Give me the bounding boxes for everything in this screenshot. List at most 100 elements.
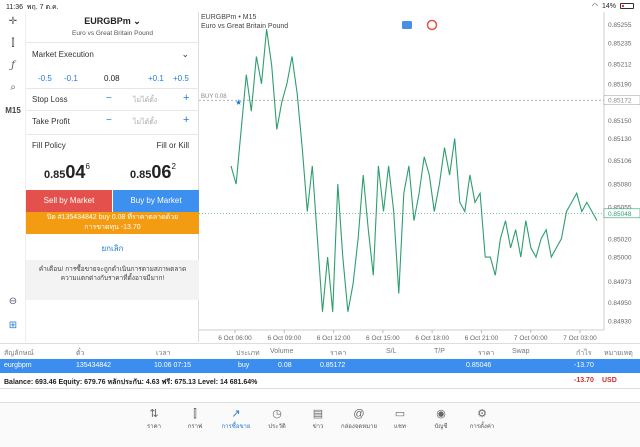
volume-minus-01-button[interactable]: -0.1 — [64, 74, 78, 83]
x-tick-label: 6 Oct 12:00 — [317, 335, 351, 342]
price-series-line — [230, 29, 598, 312]
trade-icon: ↗ — [231, 408, 241, 420]
crosshair-icon[interactable]: ✛ — [8, 16, 18, 27]
warning-line1: คำเตือน! การซื้อขายจะถูกดำเนินการตามสภาพ… — [38, 266, 187, 273]
function-icon[interactable]: ƒ — [11, 60, 15, 71]
battery-percent: 14% — [601, 2, 616, 10]
price-chart[interactable]: 0.85255 0.85235 0.85212 0.85190 0.85150 0.851… — [199, 12, 640, 342]
tab-label: กล่องจดหมาย — [340, 424, 378, 430]
volume-minus-05-button[interactable]: -0.5 — [38, 74, 52, 83]
tab-label: ข่าว — [312, 424, 324, 430]
table-header-cell[interactable]: ราคา — [330, 350, 347, 357]
order-type-select[interactable]: Market Execution ⌄ — [26, 42, 199, 66]
balance-currency: USD — [602, 377, 617, 384]
ask-price: 0.85062 — [130, 162, 176, 182]
table-header-cell[interactable]: เวลา — [156, 350, 171, 357]
y-tick-label: 0.85255 — [608, 22, 632, 29]
row-price: 0.85172 — [320, 362, 346, 369]
y-tick-label: 0.84930 — [608, 318, 632, 325]
news-icon: ▤ — [312, 408, 324, 420]
stop-loss-input[interactable]: ไม่ได้ตั้ง — [133, 97, 158, 104]
balance-text: Balance: 693.46 Equity: 679.76 หลักประกั… — [4, 379, 258, 386]
tab-label: ประวัติ — [268, 424, 286, 430]
table-header-cell[interactable]: หมายเหตุ — [604, 350, 633, 357]
table-header-cell[interactable]: T/P — [434, 348, 445, 355]
tab-trade[interactable]: ↗ การซื้อขาย — [216, 407, 256, 431]
order-panel: EURGBPm ⌄ Euro vs Great Britain Pound Ma… — [26, 12, 199, 342]
table-header-cell[interactable]: S/L — [386, 348, 397, 355]
timeframe-button[interactable]: M15 — [5, 106, 21, 115]
tab-chat[interactable]: ▭ แชท — [380, 407, 420, 431]
y-tick-label: 0.84973 — [608, 279, 632, 286]
quotes-icon: ⇅ — [149, 408, 159, 420]
tab-label: บัญชี — [434, 424, 448, 430]
row-type: buy — [238, 362, 250, 369]
table-row[interactable]: eurgbpm 135434842 10.06 07:15 buy 0.08 0… — [0, 359, 640, 373]
table-header-cell[interactable]: กำไร — [576, 350, 592, 357]
zoom-icon[interactable]: ⊖ — [8, 296, 18, 307]
row-symbol: eurgbpm — [4, 362, 32, 369]
bid-price: 0.85046 — [44, 162, 90, 182]
take-profit-minus-button[interactable]: − — [106, 115, 112, 126]
tab-label: การตั้งค่า — [469, 424, 495, 430]
y-tick-label: 0.85150 — [608, 118, 632, 125]
tab-quotes[interactable]: ⇅ ราคา — [134, 407, 174, 431]
y-tick-label: 0.85235 — [608, 40, 632, 47]
take-profit-row: Take Profit − ไม่ได้ตั้ง + — [26, 110, 199, 132]
tab-chart[interactable]: ⫿ กราฟ — [175, 407, 215, 431]
volume-plus-05-button[interactable]: +0.5 — [173, 74, 189, 83]
left-toolbar: ✛ ⫿ ƒ ⌕ M15 ⊖ ⊞ — [0, 12, 26, 342]
chart-icon: ⫿ — [193, 408, 197, 420]
table-header-cell[interactable]: สัญลักษณ์ — [4, 350, 34, 357]
tab-mailbox[interactable]: @ กล่องจดหมาย — [339, 407, 379, 431]
stop-loss-label: Stop Loss — [32, 95, 68, 104]
indicators-icon[interactable]: ⫿ — [11, 38, 15, 49]
symbol-selector[interactable]: EURGBPm ⌄ — [84, 16, 141, 26]
buy-by-market-button[interactable]: Buy by Market — [113, 190, 199, 212]
status-time: 11:36 — [6, 4, 23, 11]
y-tick-label: 0.85000 — [608, 255, 632, 262]
close-position-button[interactable]: ปิด #135434842 buy 0.08 ที่ราคาตลาดด้วย … — [26, 212, 199, 234]
table-header-cell[interactable]: Swap — [512, 348, 530, 355]
y-tick-label: 0.85080 — [608, 182, 632, 189]
chart-description: Euro vs Great Britain Pound — [201, 23, 289, 30]
x-tick-label: 6 Oct 09:00 — [267, 335, 301, 342]
warning-box: คำเตือน! การซื้อขายจะถูกดำเนินการตามสภาพ… — [26, 260, 199, 300]
stop-loss-plus-button[interactable]: + — [183, 92, 190, 104]
signals-icon — [426, 19, 438, 31]
fill-policy-value: Fill or Kill — [156, 141, 189, 150]
chat-icon: ▭ — [394, 408, 406, 420]
tab-label: การซื้อขาย — [221, 424, 251, 430]
objects-icon[interactable]: ⌕ — [10, 82, 16, 93]
order-type-value: Market Execution — [32, 50, 94, 59]
tab-account[interactable]: ◉ บัญชี — [421, 407, 461, 431]
x-tick-label: 6 Oct 21:00 — [465, 335, 499, 342]
volume-plus-01-button[interactable]: +0.1 — [148, 74, 164, 83]
volume-input[interactable]: 0.08 — [104, 74, 120, 83]
sell-by-market-button[interactable]: Sell by Market — [26, 190, 112, 212]
table-header-cell[interactable]: ประเภท — [236, 350, 260, 357]
take-profit-input[interactable]: ไม่ได้ตั้ง — [133, 119, 158, 126]
symbol-description: Euro vs Great Britain Pound — [72, 30, 153, 37]
warning-line2: ความแตกต่างกับราคาที่ตั้งอาจมีมาก! — [60, 275, 165, 282]
stop-loss-minus-button[interactable]: − — [106, 93, 112, 104]
fill-policy-row[interactable]: Fill Policy Fill or Kill — [26, 134, 199, 156]
tab-history[interactable]: ◷ ประวัติ — [257, 407, 297, 431]
bid-price-tag-label: 0.85048 — [608, 211, 632, 218]
x-tick-label: 6 Oct 06:00 — [218, 335, 252, 342]
battery-icon — [620, 3, 634, 9]
account-icon: ◉ — [436, 408, 446, 420]
bid-price-tag — [603, 208, 640, 219]
table-header-cell[interactable]: ตั๋ว — [76, 350, 85, 357]
table-header-cell[interactable]: Volume — [270, 348, 294, 355]
new-order-icon[interactable]: ⊞ — [8, 320, 18, 331]
x-tick-label: 6 Oct 18:00 — [415, 335, 449, 342]
wifi-icon: ◠ — [591, 3, 598, 10]
chart-symbol: EURGBPm • M15 — [201, 14, 257, 21]
take-profit-plus-button[interactable]: + — [183, 114, 190, 126]
tab-news[interactable]: ▤ ข่าว — [298, 407, 338, 431]
tab-label: กราฟ — [187, 424, 203, 430]
cancel-button[interactable]: ยกเลิก — [101, 244, 124, 253]
tab-settings[interactable]: ⚙ การตั้งค่า — [462, 407, 502, 431]
table-header-cell[interactable]: ราคา — [478, 350, 495, 357]
